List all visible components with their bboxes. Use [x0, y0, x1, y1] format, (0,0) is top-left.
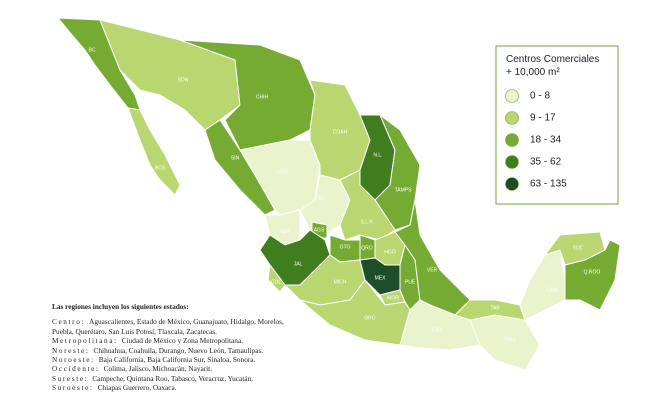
- region-name: Suroeste:: [52, 383, 94, 393]
- region-states: Ciudad de México y Zona Metropolitana.: [121, 336, 243, 346]
- legend-swatch: [505, 155, 519, 169]
- notes-heading: Las regiones incluyen los siguientes est…: [52, 302, 189, 311]
- state-label: TAB: [490, 305, 500, 311]
- state-label: OAX: [432, 327, 443, 333]
- state-label: MICH: [334, 279, 347, 285]
- region-line: Noreste: Chihuahua, Coahuila, Durango, Nu…: [52, 346, 302, 355]
- state-label: AGS: [314, 227, 325, 233]
- region-line: Noroeste: Baja California, Baja Californi…: [52, 355, 302, 364]
- state-label: ZAC: [315, 195, 325, 201]
- region-states: Colima, Jalisco, Michoacán, Nayarit.: [103, 364, 213, 374]
- state-label: N.L.: [373, 152, 382, 158]
- legend-title: Centros Comerciales: [506, 54, 599, 65]
- region-line: Suroeste: Chiapas Guerrero, Oaxaca.: [52, 383, 302, 392]
- state-label: CAM: [546, 287, 557, 293]
- region-name: Noreste:: [52, 345, 90, 355]
- state-label: Q.ROO: [584, 269, 601, 275]
- state-shape: [299, 279, 411, 346]
- states: [56, 17, 621, 371]
- state-label: SON: [178, 77, 189, 83]
- state-label: BC: [89, 47, 96, 53]
- region-states: Baja California, Baja California Sur, Si…: [98, 355, 256, 365]
- state-label: GTO: [340, 244, 351, 250]
- state-label: PUE: [405, 279, 416, 285]
- legend-swatch: [505, 177, 519, 191]
- region-name: Centro:: [52, 317, 86, 327]
- legend-label: 63 - 135: [530, 179, 567, 190]
- notes: Las regiones incluyen los siguientes est…: [52, 302, 302, 393]
- state-label: YUC: [573, 245, 584, 251]
- state-label: VER: [427, 267, 438, 273]
- state-label: COL: [271, 279, 282, 285]
- region-name: Occidente:: [52, 364, 100, 374]
- region-line: Sureste: Campeche, Quintana Roo, Tabasco,…: [52, 374, 302, 383]
- state-label: CHIS: [504, 337, 517, 343]
- state-label: BCS: [155, 165, 166, 171]
- region-states: Chihuahua, Coahuila, Durango, Nuevo León…: [93, 345, 264, 355]
- state-label: S.L.P.: [361, 219, 374, 225]
- region-name: Metropolitana:: [52, 336, 118, 346]
- region-line: Metropolitana: Ciudad de México y Zona Me…: [52, 336, 302, 345]
- state-shape: [127, 107, 181, 196]
- legend-box: [495, 45, 619, 205]
- legend-swatch: [505, 89, 519, 103]
- region-name: Sureste:: [52, 373, 89, 383]
- region-line: Centro: Aguascalientes, Estado de México,…: [52, 317, 302, 336]
- state-label: QRO: [361, 245, 373, 251]
- state-label: NAY: [280, 229, 291, 235]
- state-labels: BC SON BCS CHIH SIN DGO COAH N.L. TAMPS ZAC S.L.P.…: [89, 47, 601, 343]
- state-label: CHIH: [256, 94, 269, 100]
- state-label: TAMPS: [395, 187, 413, 193]
- state-label: DGO: [276, 169, 288, 175]
- state-shape: [564, 239, 621, 311]
- region-line: Occidente: Colima, Jalisco, Michoacán, Na…: [52, 364, 302, 373]
- state-shape: [519, 249, 566, 321]
- region-name: Noroeste:: [52, 355, 95, 365]
- region-states: Chiapas Guerrero, Oaxaca.: [97, 383, 177, 393]
- region-states: Aguascalientes, Estado de México, Guanaj…: [52, 317, 284, 336]
- legend-label: 18 - 34: [530, 135, 562, 146]
- state-label: COAH: [333, 129, 348, 135]
- state-label: HGO: [384, 249, 396, 255]
- legend-label: 0 - 8: [530, 91, 550, 102]
- legend-items: 0 - 8 9 - 17 18 - 34 35 - 62 63 - 135: [505, 89, 567, 191]
- state-label: MOR: [387, 295, 399, 301]
- legend-swatch: [505, 133, 519, 147]
- region-states: Campeche, Quintana Roo, Tabasco, Veracru…: [92, 373, 253, 383]
- state-shape: [267, 263, 286, 293]
- state-label: SIN: [231, 155, 240, 161]
- legend-label: 9 - 17: [530, 113, 556, 124]
- state-label: JAL: [294, 261, 303, 267]
- legend-title: + 10,000 m²: [506, 67, 560, 78]
- state-label: GRO: [364, 315, 376, 321]
- legend-label: 35 - 62: [530, 157, 562, 168]
- state-label: MEX: [375, 275, 387, 281]
- legend-swatch: [505, 111, 519, 125]
